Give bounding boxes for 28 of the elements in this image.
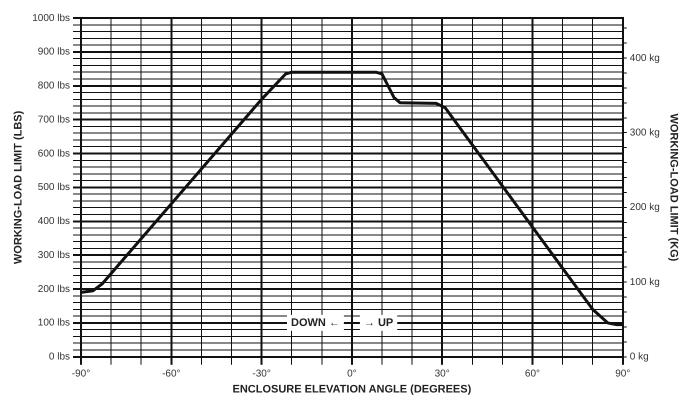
y-tick-label: 1000 lbs	[32, 12, 70, 24]
y2-tick-label: 0 kg	[630, 352, 649, 363]
y2-tick-label: 400 kg	[630, 52, 660, 64]
annotation: DOWN ←	[291, 316, 340, 329]
y2-axis-title: WORKING-LOAD LIMIT (KG)	[667, 113, 680, 262]
y-tick-label: 600 lbs	[38, 148, 70, 160]
y-tick-label: 500 lbs	[38, 182, 70, 194]
y-tick-label: 100 lbs	[38, 318, 70, 329]
x-tick-label: -90°	[72, 368, 90, 380]
y-tick-label: 300 lbs	[38, 250, 70, 261]
y-tick-label: 800 lbs	[38, 80, 70, 92]
y-tick-label: 900 lbs	[38, 46, 70, 58]
y-tick-label: 400 lbs	[38, 216, 70, 228]
y-tick-label: 200 lbs	[38, 284, 70, 295]
x-tick-label: 30°	[434, 368, 450, 380]
y2-tick-label: 100 kg	[630, 276, 660, 288]
x-tick-label: -60°	[162, 368, 181, 380]
y-tick-label: 700 lbs	[38, 114, 70, 126]
y-axis-title: WORKING-LOAD LIMIT (LBS)	[12, 110, 25, 264]
y2-tick-label: 300 kg	[630, 127, 660, 138]
x-tick-label: 60°	[524, 368, 540, 380]
annotation: → UP	[364, 316, 394, 329]
x-tick-label: 90°	[615, 368, 630, 380]
x-tick-label: 0°	[347, 368, 357, 380]
x-axis-title: ENCLOSURE ELEVATION ANGLE (DEGREES)	[232, 383, 472, 396]
y-tick-label: 0 lbs	[48, 352, 70, 363]
y2-tick-label: 200 kg	[630, 202, 660, 214]
x-tick-label: -30°	[252, 368, 271, 380]
